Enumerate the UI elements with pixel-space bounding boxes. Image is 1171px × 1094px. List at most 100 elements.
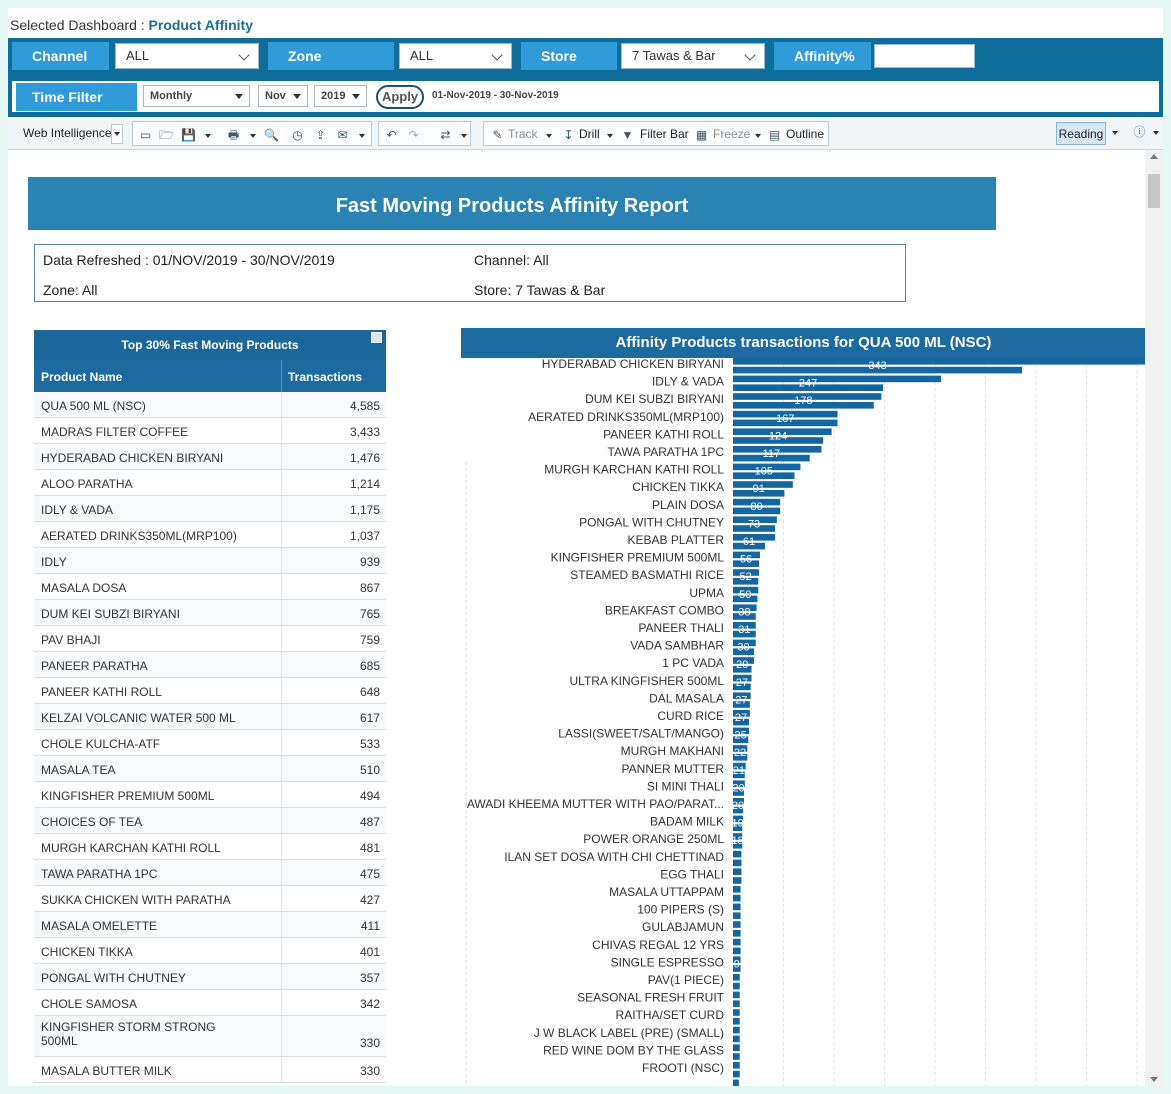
table-row[interactable]: CHOLE KULCHA-ATF 533 xyxy=(34,730,386,756)
column-separator xyxy=(281,600,282,625)
freeze-button[interactable]: Freeze xyxy=(713,127,751,141)
dashboard-name[interactable]: Product Affinity xyxy=(148,17,254,33)
category-label: PANEER THALI xyxy=(638,621,724,635)
find-icon[interactable]: 🔍 xyxy=(264,128,279,142)
table-row[interactable]: MADRAS FILTER COFFEE 3,433 xyxy=(34,418,386,444)
scrollbar-thumb[interactable] xyxy=(1148,174,1160,208)
table-row[interactable]: CHOLE SAMOSA 342 xyxy=(34,990,386,1016)
chart-bar xyxy=(733,507,781,515)
zone-select[interactable]: ALL xyxy=(399,43,512,69)
drill-icon[interactable]: ↧ xyxy=(563,128,574,142)
dropdown-arrow-icon[interactable] xyxy=(205,134,211,138)
table-row[interactable]: PANEER KATHI ROLL 648 xyxy=(34,678,386,704)
table-row[interactable]: MASALA OMELETTE 411 xyxy=(34,912,386,938)
new-document-icon[interactable]: ▭ xyxy=(139,128,152,142)
chart-bar xyxy=(733,965,741,972)
table-row[interactable]: HYDERABAD CHICKEN BIRYANI 1,476 xyxy=(34,444,386,470)
chart-bar xyxy=(733,498,781,506)
store-select[interactable]: 7 Tawas & Bar xyxy=(621,43,765,69)
dropdown-arrow-icon[interactable] xyxy=(359,134,365,138)
table-row[interactable]: CHICKEN TIKKA 401 xyxy=(34,938,386,964)
export-icon[interactable]: ⇪ xyxy=(315,128,326,142)
dropdown-arrow-icon[interactable] xyxy=(461,134,467,138)
open-folder-icon[interactable]: 🗁 xyxy=(159,128,174,142)
table-row[interactable]: PANEER PARATHA 685 xyxy=(34,652,386,678)
table-row[interactable]: MURGH KARCHAN KATHI ROLL 481 xyxy=(34,834,386,860)
column-separator xyxy=(281,678,282,703)
reading-mode-button[interactable]: Reading xyxy=(1056,122,1106,145)
table-row[interactable]: KINGFISHER STORM STRONG 500ML 330 xyxy=(34,1016,386,1057)
table-row[interactable]: PAV BHAJI 759 xyxy=(34,626,386,652)
table-row[interactable]: DUM KEI SUBZI BIRYANI 765 xyxy=(34,600,386,626)
column-separator xyxy=(281,392,282,417)
table-row[interactable]: PONGAL WITH CHUTNEY 357 xyxy=(34,964,386,990)
product-name-cell: HYDERABAD CHICKEN BIRYANI xyxy=(41,451,224,465)
app-menu-label[interactable]: Web Intelligence xyxy=(23,126,112,140)
scroll-up-icon[interactable] xyxy=(1150,154,1158,159)
dropdown-arrow-icon[interactable] xyxy=(1153,131,1159,135)
chart-bar xyxy=(733,595,758,603)
redo-icon[interactable]: ↷ xyxy=(408,128,419,142)
filter-bar-icon[interactable]: ▼ xyxy=(621,128,634,142)
channel-select[interactable]: ALL xyxy=(115,43,259,69)
chart-bar xyxy=(733,1079,739,1086)
track-button[interactable]: Track xyxy=(508,127,538,141)
table-row[interactable]: KINGFISHER PREMIUM 500ML 494 xyxy=(34,782,386,808)
dropdown-arrow-icon[interactable] xyxy=(1112,131,1118,135)
outline-button[interactable]: Outline xyxy=(786,127,825,141)
refresh-icon[interactable]: ⇄ xyxy=(440,128,451,142)
apply-button[interactable]: Apply xyxy=(376,85,424,109)
year-select[interactable]: 2019 xyxy=(314,85,367,107)
vertical-scrollbar[interactable] xyxy=(1145,150,1163,1086)
chart-bar xyxy=(733,613,756,620)
category-label: DAL MASALA xyxy=(649,691,724,705)
table-row[interactable]: TAWA PARATHA 1PC 475 xyxy=(34,860,386,886)
data-label: 247 xyxy=(799,378,817,390)
app-menu-button[interactable] xyxy=(111,124,123,144)
chart-bar xyxy=(733,1018,740,1025)
category-label: ILAN SET DOSA WITH CHI CHETTINAD xyxy=(504,850,724,864)
category-label: HYDERABAD CHICKEN BIRYANI xyxy=(542,358,724,371)
period-select[interactable]: Monthly xyxy=(143,85,250,107)
store-info-text: Store: 7 Tawas & Bar xyxy=(474,282,606,298)
table-row[interactable]: SUKKA CHICKEN WITH PARATHA 427 xyxy=(34,886,386,912)
drill-button[interactable]: Drill xyxy=(579,127,600,141)
email-icon[interactable]: ✉ xyxy=(337,128,348,142)
table-row[interactable]: IDLY 939 xyxy=(34,548,386,574)
history-icon[interactable]: ◷ xyxy=(292,128,303,142)
help-icon[interactable]: ⓘ xyxy=(1133,125,1146,139)
dropdown-arrow-icon[interactable] xyxy=(546,134,552,138)
table-row[interactable]: ALOO PARATHA 1,214 xyxy=(34,470,386,496)
dropdown-arrow-icon[interactable] xyxy=(607,134,613,138)
column-header-product[interactable]: Product Name xyxy=(41,370,123,384)
table-row[interactable]: KELZAI VOLCANIC WATER 500 ML 617 xyxy=(34,704,386,730)
column-header-transactions[interactable]: Transactions xyxy=(288,370,363,384)
filter-bar-button[interactable]: Filter Bar xyxy=(640,127,689,141)
print-icon[interactable]: 🖶 xyxy=(227,128,240,142)
category-label: MASALA UTTAPPAM xyxy=(609,885,724,899)
dropdown-arrow-icon[interactable] xyxy=(250,134,256,138)
table-row[interactable]: MASALA BUTTER MILK 330 xyxy=(34,1057,386,1083)
table-row[interactable]: MASALA DOSA 867 xyxy=(34,574,386,600)
scroll-down-icon[interactable] xyxy=(1150,1077,1158,1082)
table-options-icon[interactable] xyxy=(371,332,382,343)
save-icon[interactable]: 💾 xyxy=(181,128,196,142)
undo-icon[interactable]: ↶ xyxy=(386,128,397,142)
table-row[interactable]: QUA 500 ML (NSC) 4,585 xyxy=(34,392,386,418)
affinity-input[interactable] xyxy=(874,44,975,68)
table-row[interactable]: IDLY & VADA 1,175 xyxy=(34,496,386,522)
table-row[interactable]: MASALA TEA 510 xyxy=(34,756,386,782)
outline-icon[interactable]: ▤ xyxy=(768,128,781,142)
chart-bar xyxy=(733,639,756,647)
table-row[interactable]: AERATED DRINKS350ML(MRP100) 1,037 xyxy=(34,522,386,548)
dropdown-arrow-icon xyxy=(114,132,120,136)
freeze-icon[interactable]: ▦ xyxy=(695,128,708,142)
month-select[interactable]: Nov xyxy=(258,85,308,107)
table-row[interactable]: CHOICES OF TEA 487 xyxy=(34,808,386,834)
track-icon[interactable]: ✎ xyxy=(492,128,503,142)
product-name-cell: SUKKA CHICKEN WITH PARATHA xyxy=(41,893,231,907)
category-label: RAITHA/SET CURD xyxy=(616,1008,725,1022)
chart-bar xyxy=(733,569,760,576)
dropdown-arrow-icon[interactable] xyxy=(755,134,761,138)
affinity-label: Affinity% xyxy=(774,42,871,70)
